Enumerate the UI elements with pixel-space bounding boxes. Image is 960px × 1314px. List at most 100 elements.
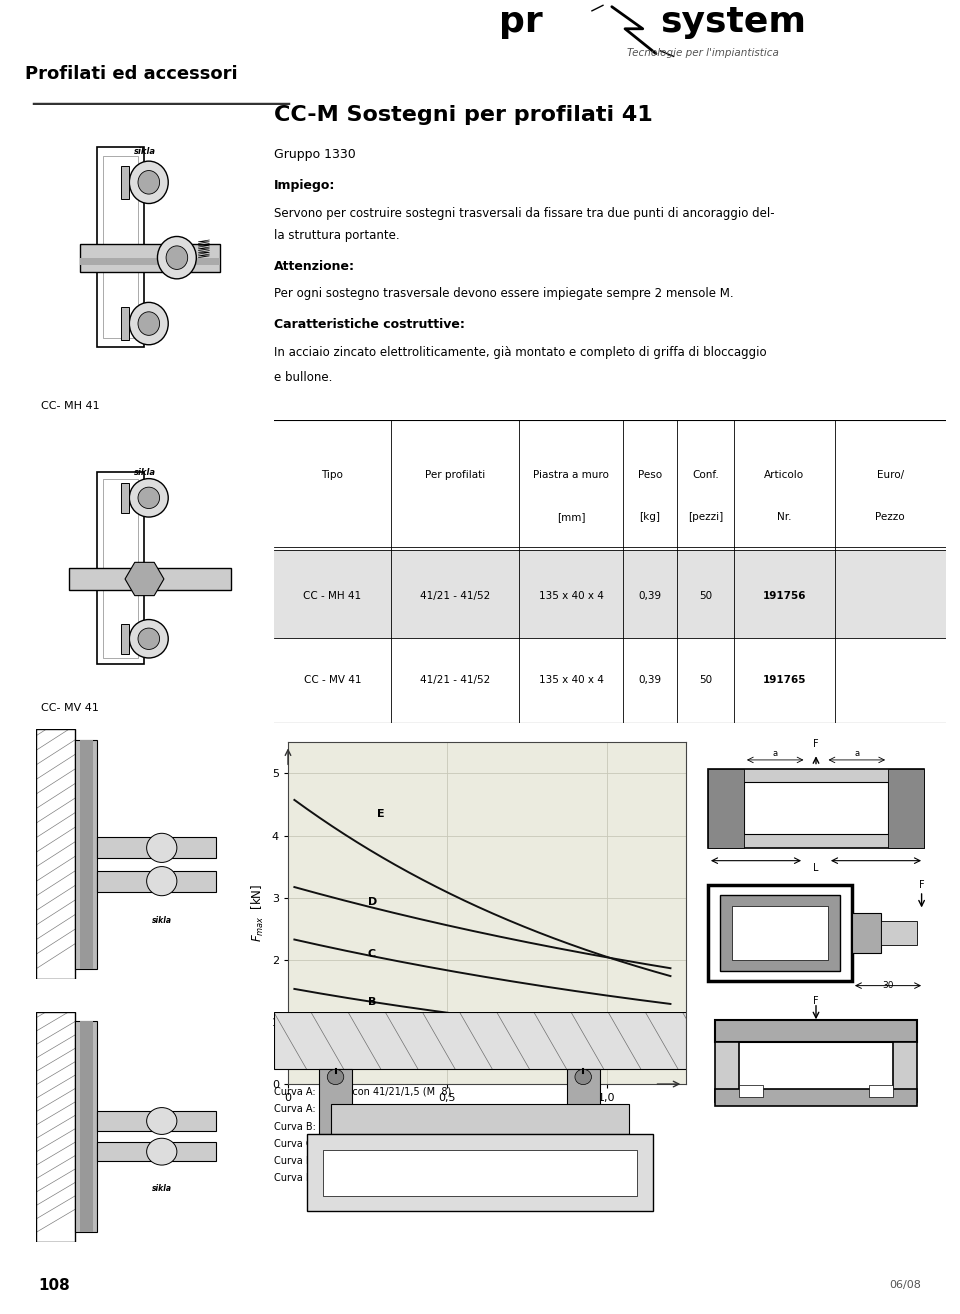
Bar	[715, 1042, 739, 1101]
Text: pr: pr	[499, 5, 543, 39]
Text: F: F	[813, 738, 819, 749]
Bar	[708, 769, 924, 848]
Text: 06/08: 06/08	[890, 1280, 922, 1290]
Bar	[715, 1089, 917, 1106]
Bar	[893, 1042, 917, 1101]
Bar	[97, 871, 216, 891]
Text: CC- MH 41: CC- MH 41	[40, 401, 100, 411]
Text: Conf.: Conf.	[692, 470, 719, 480]
Text: Impiego:: Impiego:	[274, 179, 335, 192]
Bar	[274, 420, 946, 548]
Bar	[739, 1084, 763, 1097]
Text: Pezzo: Pezzo	[876, 512, 905, 522]
Text: Curva C: MH 41 con 41/41/2,5 (M 10): Curva C: MH 41 con 41/41/2,5 (M 10)	[274, 1138, 455, 1148]
Bar	[881, 921, 917, 945]
Text: L: L	[813, 863, 819, 872]
Text: B: B	[368, 996, 376, 1007]
Text: A: A	[368, 1039, 376, 1050]
Circle shape	[327, 1070, 344, 1084]
Text: [kg]: [kg]	[639, 512, 660, 522]
Text: CC - MV 41: CC - MV 41	[303, 675, 361, 686]
Bar	[319, 1070, 352, 1134]
Circle shape	[147, 1138, 177, 1166]
Circle shape	[575, 1070, 591, 1084]
Text: Curva A: MV 41 con 41/21/1,5 (M  8): Curva A: MV 41 con 41/21/1,5 (M 8)	[274, 1087, 451, 1097]
Polygon shape	[125, 562, 164, 595]
Text: Tipo: Tipo	[322, 470, 344, 480]
X-axis label: Luce L [m]: Luce L [m]	[456, 1109, 518, 1122]
Text: Caratteristiche costruttive:: Caratteristiche costruttive:	[274, 318, 465, 331]
Bar	[720, 895, 840, 971]
Text: CC- MV 41: CC- MV 41	[40, 703, 99, 714]
Text: 50: 50	[699, 591, 712, 600]
Circle shape	[138, 487, 159, 509]
Text: D: D	[368, 897, 377, 907]
Text: e bullone.: e bullone.	[274, 371, 332, 384]
Bar	[121, 166, 130, 198]
Text: 108: 108	[38, 1277, 70, 1293]
Text: sikla: sikla	[152, 916, 172, 925]
Text: a: a	[854, 749, 859, 758]
Bar	[306, 1134, 654, 1212]
Bar	[69, 569, 230, 590]
Text: Articolo: Articolo	[764, 470, 804, 480]
Bar	[97, 1142, 216, 1162]
Bar	[97, 837, 216, 858]
Text: Per ogni sostegno trasversale devono essere impiegate sempre 2 mensole M.: Per ogni sostegno trasversale devono ess…	[274, 288, 733, 301]
Bar	[104, 478, 138, 658]
Text: E: E	[377, 809, 385, 819]
Bar	[121, 307, 130, 340]
Circle shape	[157, 237, 196, 279]
Bar	[80, 1021, 93, 1233]
Bar	[324, 1150, 636, 1196]
Circle shape	[138, 628, 159, 649]
Text: Euro/: Euro/	[876, 470, 903, 480]
Circle shape	[130, 478, 168, 518]
Text: 41/21 - 41/52: 41/21 - 41/52	[420, 675, 491, 686]
Bar	[75, 1021, 97, 1233]
Bar	[331, 1104, 629, 1134]
Circle shape	[130, 620, 168, 658]
Bar	[566, 1070, 600, 1134]
Text: Tecnologie per l'impiantistica: Tecnologie per l'impiantistica	[627, 47, 780, 58]
Text: Curva A: MH 41 con 41/21/1,5 (M  8): Curva A: MH 41 con 41/21/1,5 (M 8)	[274, 1104, 451, 1114]
Text: 191765: 191765	[762, 675, 806, 686]
Text: F: F	[813, 996, 819, 1007]
Bar	[80, 243, 220, 272]
Circle shape	[138, 171, 159, 194]
Bar	[97, 147, 145, 347]
Text: system: system	[660, 5, 806, 39]
Circle shape	[138, 311, 159, 335]
Text: 0,39: 0,39	[638, 675, 661, 686]
Text: Curva E: MH 41 con 41/52/2,5 (M 10): Curva E: MH 41 con 41/52/2,5 (M 10)	[274, 1173, 454, 1183]
Bar	[744, 782, 888, 834]
Bar	[715, 1020, 917, 1042]
Circle shape	[147, 833, 177, 862]
Text: F: F	[919, 880, 924, 891]
Text: Curva B: MV 41 con 41/41/2,5 (M 10): Curva B: MV 41 con 41/41/2,5 (M 10)	[274, 1121, 454, 1131]
Text: CC - MH 41: CC - MH 41	[303, 591, 362, 600]
Bar	[75, 740, 97, 968]
Text: Profilati ed accessori: Profilati ed accessori	[25, 64, 237, 83]
Bar	[121, 484, 130, 512]
Bar	[274, 551, 946, 639]
Circle shape	[130, 162, 168, 204]
Bar	[97, 1112, 216, 1130]
Text: sikla: sikla	[133, 468, 156, 477]
Text: 0,39: 0,39	[638, 591, 661, 600]
Bar	[36, 1012, 75, 1242]
Text: [mm]: [mm]	[557, 512, 586, 522]
Bar	[708, 769, 744, 848]
Bar	[80, 740, 93, 968]
Bar	[888, 769, 924, 848]
Bar	[852, 912, 881, 954]
Text: Curva D: MV 41 con 41/52/2,5 (M 10): Curva D: MV 41 con 41/52/2,5 (M 10)	[274, 1155, 455, 1166]
Bar	[708, 884, 852, 982]
Text: 41/21 - 41/52: 41/21 - 41/52	[420, 591, 491, 600]
Text: CC-M Sostegni per profilati 41: CC-M Sostegni per profilati 41	[274, 105, 653, 125]
Bar	[80, 258, 220, 264]
Text: sikla: sikla	[133, 147, 156, 156]
Bar	[274, 639, 946, 723]
Bar	[104, 156, 138, 338]
Text: C: C	[368, 949, 375, 959]
